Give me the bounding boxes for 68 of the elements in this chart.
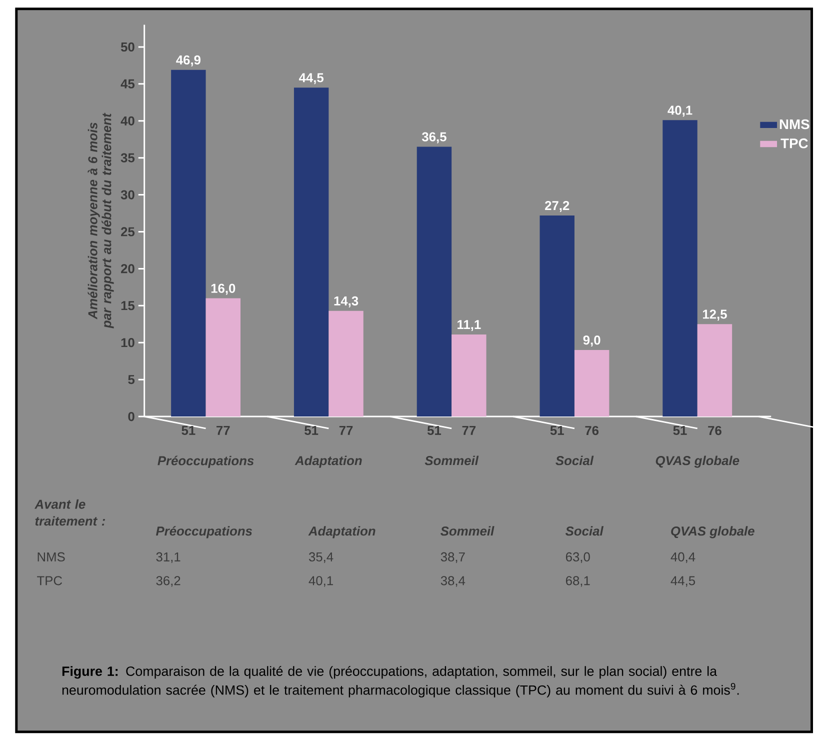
- text: 76: [585, 426, 599, 436]
- data-label: 27,2: [545, 201, 570, 212]
- data-label: 9,0: [583, 336, 600, 347]
- text: 77: [462, 426, 476, 435]
- data-label: 16,0: [211, 284, 236, 295]
- bar: [171, 70, 206, 417]
- text: Social: [565, 526, 604, 536]
- text: 51: [427, 426, 442, 436]
- text: 63,0: [566, 552, 590, 564]
- y-axis-title: Amélioration moyenne à 6 mois par rapport au début du traitement: [88, 112, 114, 328]
- text: QVAS globale: [671, 526, 754, 538]
- x-tick-label: Adaptation: [294, 456, 362, 468]
- data-label: 11,1: [458, 320, 481, 332]
- data-label: 14,3: [334, 296, 358, 308]
- y-tick-label: 50: [120, 42, 134, 52]
- y-tick-label: 15: [121, 301, 135, 310]
- text: 51: [304, 426, 318, 436]
- data-label: 40,1: [668, 106, 692, 117]
- legend-label: TPC: [780, 138, 808, 148]
- text: 76: [708, 426, 722, 436]
- y-tick-label: 35: [120, 153, 135, 162]
- data-label: 44,5: [298, 73, 324, 84]
- x-tick-label: Sommeil: [424, 456, 479, 466]
- text: 36,2: [156, 576, 180, 587]
- text: Avant le traitement :: [34, 499, 106, 526]
- text: 51: [182, 426, 196, 436]
- y-tick-label: 10: [121, 338, 134, 348]
- bar: [416, 146, 452, 417]
- x-tick-label: Préoccupations: [158, 456, 254, 468]
- text: Sommeil: [440, 526, 494, 536]
- bar: [540, 216, 574, 417]
- bar: [662, 120, 698, 417]
- text: NMS: [38, 552, 65, 562]
- bar: [294, 88, 329, 417]
- text: 51: [673, 426, 687, 436]
- text: 51: [550, 426, 564, 436]
- data-label: 46,9: [176, 55, 200, 66]
- text: 40,4: [670, 552, 696, 564]
- y-tick-label: 40: [120, 116, 134, 126]
- x-tick-label: QVAS globale: [656, 456, 740, 468]
- text: 77: [339, 426, 353, 435]
- text: 38,7: [440, 552, 465, 564]
- bar: [328, 310, 364, 417]
- text: 31,1: [156, 552, 180, 564]
- y-tick-label: 0: [128, 412, 134, 422]
- data-label: 12,5: [702, 310, 727, 321]
- text: Figure 1: Comparaison de la qualité de vie (préoccupations, adaptation, sommeil, sur le plan social) entre la neuromodulation sacrée (NMS) et le traitement pharmacologique classique (TPC) au moment du suivi à 6 mois$^{9}$.: [62, 666, 739, 698]
- y-tick-label: 45: [120, 80, 135, 89]
- text: Adaptation: [308, 526, 376, 538]
- y-tick-label: 30: [120, 190, 134, 200]
- x-tick-label: Social: [556, 456, 594, 466]
- y-tick-label: 20: [121, 264, 134, 274]
- bar: [697, 324, 732, 417]
- y-tick-label: 25: [121, 227, 135, 236]
- text: 35,4: [308, 552, 334, 564]
- text: 44,5: [670, 576, 696, 587]
- legend-label: NMS: [780, 119, 810, 130]
- y-tick-label: 5: [128, 375, 135, 384]
- data-label: 36,5: [422, 132, 446, 144]
- text: 77: [216, 426, 230, 435]
- text: TPC: [37, 576, 62, 586]
- bar: [206, 298, 240, 417]
- text: Préoccupations: [156, 526, 252, 538]
- bar: [452, 334, 486, 417]
- text: 68,1: [566, 576, 590, 587]
- text: 38,4: [440, 576, 466, 587]
- text: 40,1: [308, 576, 333, 587]
- bar: [574, 350, 610, 417]
